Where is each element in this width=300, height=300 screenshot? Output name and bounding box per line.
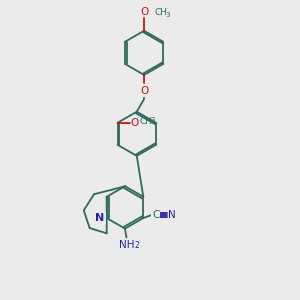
Text: 2: 2 xyxy=(134,241,139,250)
Text: 3: 3 xyxy=(151,117,155,123)
Text: O: O xyxy=(130,118,139,128)
Text: CH: CH xyxy=(154,8,167,17)
Text: N: N xyxy=(168,210,176,220)
Text: NH: NH xyxy=(119,239,134,250)
Text: 3: 3 xyxy=(166,12,170,18)
Text: N: N xyxy=(95,213,104,223)
Text: O: O xyxy=(140,86,148,96)
Text: O: O xyxy=(140,7,148,17)
Text: C: C xyxy=(152,210,160,220)
Text: CH: CH xyxy=(140,117,152,126)
